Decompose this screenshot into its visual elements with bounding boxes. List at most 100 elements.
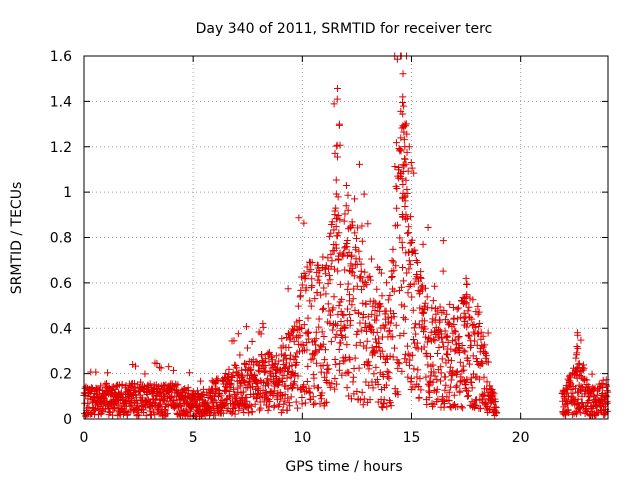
data-point: [157, 400, 165, 408]
data-point: [242, 323, 250, 331]
data-point: [431, 337, 439, 345]
data-point: [322, 290, 330, 298]
data-point: [353, 388, 361, 396]
data-point: [260, 359, 268, 367]
data-point: [289, 332, 297, 340]
data-point: [410, 280, 418, 288]
data-point: [129, 360, 137, 368]
data-point: [337, 339, 345, 347]
data-point: [405, 229, 413, 237]
data-point: [468, 384, 476, 392]
data-point: [244, 344, 252, 352]
data-point: [402, 211, 410, 219]
data-point: [359, 310, 367, 318]
data-point: [155, 401, 163, 409]
data-point: [333, 380, 341, 388]
data-point: [332, 215, 340, 223]
data-point: [427, 328, 435, 336]
data-point: [298, 400, 306, 408]
data-point: [331, 207, 339, 215]
data-point: [340, 217, 348, 225]
data-point: [266, 398, 274, 406]
data-point: [396, 332, 404, 340]
data-point: [414, 366, 422, 374]
data-point: [404, 167, 412, 175]
data-point: [258, 352, 266, 360]
data-point: [408, 164, 416, 172]
data-point: [413, 339, 421, 347]
data-point: [426, 353, 434, 360]
data-point: [285, 344, 293, 352]
data-point: [328, 257, 336, 265]
peak-point: [333, 95, 341, 103]
data-point: [603, 387, 611, 395]
data-point: [355, 364, 363, 372]
data-point: [443, 310, 451, 318]
data-point: [463, 376, 471, 384]
data-point: [425, 334, 433, 342]
data-point: [262, 388, 270, 396]
data-point: [326, 311, 334, 319]
data-point: [321, 399, 329, 407]
y-tick-label: 1.2: [50, 140, 72, 156]
data-point: [421, 299, 429, 307]
data-point: [248, 338, 256, 346]
data-point: [402, 160, 410, 168]
data-point: [430, 368, 438, 376]
data-point: [349, 264, 357, 272]
data-point: [324, 254, 332, 262]
plot-frame: [83, 55, 609, 420]
data-point: [349, 221, 357, 229]
data-point: [458, 342, 466, 350]
data-point: [350, 272, 358, 280]
grid: [84, 56, 608, 419]
data-point: [410, 365, 418, 373]
data-point: [146, 407, 154, 415]
data-point: [480, 373, 488, 381]
data-point: [364, 220, 372, 228]
data-point: [128, 380, 136, 388]
data-point: [303, 263, 311, 271]
data-point: [264, 406, 272, 414]
data-point: [336, 249, 344, 257]
data-point: [461, 348, 469, 356]
data-point: [566, 374, 574, 382]
y-tick-label: 0.2: [50, 367, 72, 383]
data-point: [443, 333, 451, 341]
data-point: [384, 296, 392, 304]
data-point: [398, 124, 406, 132]
data-point: [379, 404, 387, 412]
data-point: [453, 368, 461, 376]
data-point: [235, 407, 243, 415]
data-point: [603, 399, 611, 407]
data-point: [185, 386, 193, 394]
data-point: [156, 363, 164, 371]
data-point: [290, 327, 298, 335]
data-point: [580, 364, 588, 372]
data-point: [468, 315, 476, 323]
data-point: [304, 329, 312, 337]
data-point: [434, 395, 442, 403]
data-point: [298, 394, 306, 402]
data-point: [327, 229, 335, 237]
data-point: [315, 315, 323, 323]
data-point: [471, 323, 479, 331]
data-point: [92, 368, 100, 376]
data-point: [239, 395, 247, 403]
data-point: [356, 339, 364, 347]
data-point: [247, 365, 255, 373]
data-point: [368, 255, 376, 263]
data-point: [97, 409, 105, 417]
data-point: [265, 403, 273, 411]
data-point: [251, 400, 259, 408]
data-point: [312, 328, 320, 336]
data-point: [385, 374, 393, 382]
data-point: [429, 297, 437, 305]
data-point: [157, 364, 165, 372]
y-tick-label: 1.4: [50, 94, 72, 110]
data-point: [332, 244, 340, 252]
data-point: [464, 357, 472, 365]
data-point: [406, 260, 414, 268]
data-point: [347, 267, 355, 275]
peak-point: [399, 93, 407, 101]
